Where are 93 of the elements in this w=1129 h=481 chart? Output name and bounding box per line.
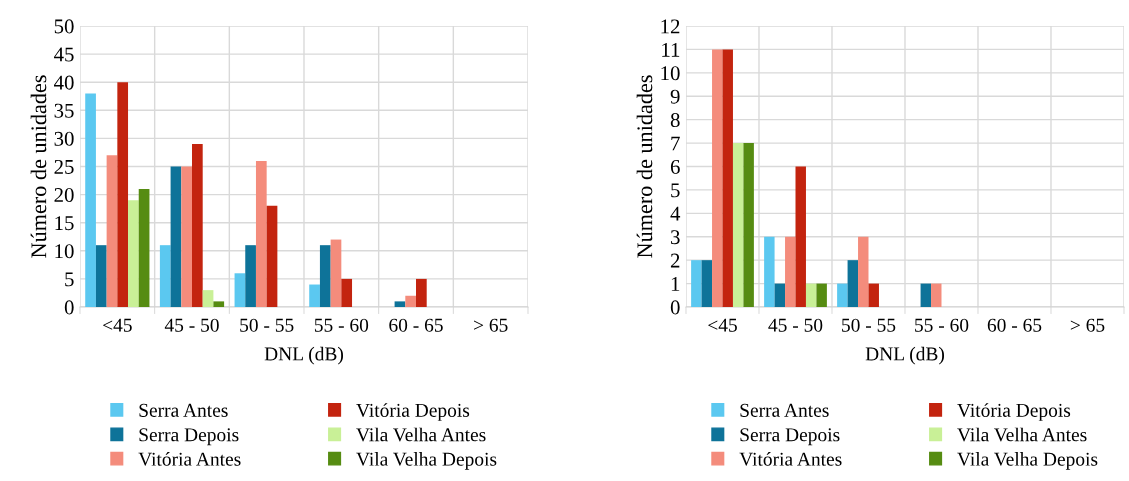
y-tick-label: 2 bbox=[670, 253, 680, 268]
bar bbox=[931, 283, 942, 307]
x-tick-label: 45 - 50 bbox=[768, 318, 823, 332]
y-tick-label: 6 bbox=[670, 159, 680, 174]
bar bbox=[847, 260, 859, 307]
y-axis-title: Número de unidades bbox=[30, 75, 47, 258]
y-tick-label: 11 bbox=[662, 42, 680, 57]
legend-label: Vitória Depois bbox=[356, 403, 470, 421]
y-tick-label: 5 bbox=[65, 272, 74, 287]
x-tick-label: 55 - 60 bbox=[314, 318, 369, 332]
y-axis-title: Número de unidades bbox=[636, 75, 653, 258]
x-tick-label: <45 bbox=[103, 318, 132, 332]
bar bbox=[85, 93, 96, 307]
y-tick-label: 12 bbox=[661, 19, 680, 34]
bar bbox=[319, 245, 331, 307]
bar bbox=[816, 283, 827, 307]
x-tick-label: 45 - 50 bbox=[164, 318, 219, 332]
legend-label: Vitória Antes bbox=[138, 452, 241, 466]
bar bbox=[732, 143, 744, 307]
y-tick-label: 4 bbox=[670, 206, 681, 221]
bar bbox=[309, 284, 320, 307]
x-tick-label: 60 - 65 bbox=[389, 318, 443, 332]
y-tick-label: 35 bbox=[54, 103, 74, 118]
legend-label: Vitória Depois bbox=[957, 403, 1071, 421]
bar bbox=[691, 260, 702, 307]
x-tick-label: 55 - 60 bbox=[915, 318, 969, 332]
bar bbox=[868, 283, 879, 307]
y-tick-label: 45 bbox=[54, 47, 74, 62]
legend-label: Serra Antes bbox=[139, 403, 228, 417]
bar bbox=[106, 155, 118, 307]
y-tick-label: 25 bbox=[54, 159, 74, 174]
legend-label: Vila Velha Antes bbox=[356, 427, 486, 442]
legend-label: Serra Depois bbox=[740, 428, 840, 446]
bar bbox=[128, 200, 139, 307]
bar bbox=[213, 301, 225, 307]
bar bbox=[920, 283, 932, 307]
bar bbox=[743, 143, 754, 307]
x-tick-label: > 65 bbox=[1070, 318, 1105, 332]
legend-label: Vila Velha Antes bbox=[957, 427, 1087, 442]
bar bbox=[117, 82, 129, 307]
bar bbox=[858, 236, 869, 307]
bar bbox=[837, 283, 848, 307]
bar bbox=[712, 49, 723, 307]
y-tick-label: 20 bbox=[54, 187, 74, 203]
bar bbox=[95, 245, 107, 307]
legend-label: Vitória Antes bbox=[739, 452, 842, 466]
bar bbox=[394, 301, 406, 307]
y-tick-label: 8 bbox=[670, 113, 680, 128]
bar bbox=[764, 236, 775, 307]
y-tick-label: 10 bbox=[661, 66, 680, 81]
legend-label: Vila Velha Depois bbox=[356, 452, 497, 470]
y-tick-label: 5 bbox=[671, 183, 680, 198]
bar bbox=[170, 166, 182, 307]
x-axis-title: DNL (dB) bbox=[865, 346, 945, 365]
y-tick-label: 7 bbox=[671, 136, 680, 151]
bar bbox=[341, 278, 353, 307]
bar bbox=[181, 166, 192, 307]
bar bbox=[245, 245, 256, 307]
y-tick-label: 0 bbox=[64, 300, 74, 315]
bar bbox=[330, 239, 342, 307]
bar bbox=[795, 166, 806, 307]
y-tick-label: 3 bbox=[671, 230, 680, 245]
x-tick-label: 60 - 65 bbox=[987, 318, 1042, 332]
y-tick-label: 9 bbox=[670, 89, 680, 104]
bar bbox=[774, 283, 786, 307]
bar bbox=[266, 205, 278, 307]
legend-label: Serra Antes bbox=[740, 403, 829, 417]
y-tick-label: 40 bbox=[54, 75, 74, 90]
y-tick-label: 30 bbox=[54, 131, 74, 146]
y-tick-label: 50 bbox=[54, 19, 74, 34]
bar bbox=[805, 283, 817, 307]
bar bbox=[159, 245, 171, 307]
x-tick-label: 50 - 55 bbox=[240, 318, 294, 332]
bar bbox=[416, 278, 427, 307]
bar bbox=[192, 144, 203, 307]
x-tick-label: > 65 bbox=[474, 318, 508, 332]
bar bbox=[202, 290, 214, 307]
bar bbox=[234, 273, 246, 307]
y-tick-label: 10 bbox=[55, 244, 74, 259]
bar bbox=[255, 160, 267, 307]
legend-label: Vila Velha Depois bbox=[957, 452, 1098, 470]
legend-label: Serra Depois bbox=[139, 428, 239, 446]
x-axis-title: DNL (dB) bbox=[264, 346, 344, 365]
y-tick-label: 15 bbox=[55, 216, 74, 231]
x-tick-label: <45 bbox=[708, 318, 737, 332]
y-tick-label: 1 bbox=[671, 277, 680, 291]
bar bbox=[785, 236, 796, 307]
bar bbox=[138, 188, 150, 307]
bar bbox=[405, 295, 416, 307]
bar bbox=[701, 260, 713, 307]
x-tick-label: 50 - 55 bbox=[842, 318, 896, 332]
bar bbox=[722, 49, 733, 307]
y-tick-label: 0 bbox=[670, 300, 680, 315]
